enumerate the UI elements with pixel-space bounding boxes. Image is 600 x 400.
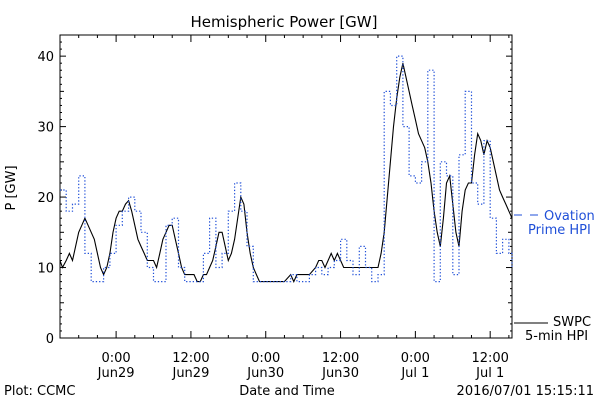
x-tick-label-time: 0:00: [102, 351, 131, 366]
x-axis-label: Date and Time: [239, 384, 335, 399]
legend-ovation-label-line2: Prime HPI: [528, 223, 591, 238]
x-tick-label-date: Jun29: [97, 366, 135, 381]
chart-title: Hemispheric Power [GW]: [191, 13, 378, 31]
x-tick-label-date: Jun30: [321, 366, 359, 381]
y-axis-label: P [GW]: [4, 165, 19, 210]
x-tick-label-time: 12:00: [172, 351, 209, 366]
footer-plot-credit: Plot: CCMC: [4, 384, 75, 399]
y-tick-label-40: 40: [37, 50, 54, 65]
series-layer: [59, 55, 513, 283]
legend: Ovation Prime HPI SWPC 5-min HPI: [514, 209, 595, 344]
footer-timestamp: 2016/07/01 15:15:11: [457, 384, 594, 399]
plot-area-frame: [59, 34, 513, 339]
x-tick-label-date: Jun30: [246, 366, 284, 381]
y-tick-label-0: 0: [46, 332, 54, 347]
series-line-swpc: [59, 63, 513, 283]
legend-swpc-label-line1: SWPC: [553, 315, 591, 330]
x-tick-label-time: 12:00: [322, 351, 359, 366]
legend-ovation: Ovation Prime HPI: [514, 209, 595, 238]
x-tick-label-time: 0:00: [401, 351, 430, 366]
x-tick-label-date: Jul 1: [475, 366, 504, 381]
y-tick-label-20: 20: [37, 191, 54, 206]
x-tick-label-time: 12:00: [471, 351, 508, 366]
x-axis: 0:00Jun2912:00Jun290:00Jun3012:00Jun300:…: [59, 35, 510, 381]
y-tick-label-10: 10: [37, 262, 54, 277]
x-tick-label-date: Jun29: [171, 366, 209, 381]
series-ovation-prime-hpi: [60, 55, 513, 283]
series-swpc-hpi: [59, 63, 513, 283]
x-tick-label-date: Jul 1: [400, 366, 429, 381]
series-line-ovation: [60, 55, 513, 283]
y-axis: 0 10 20 30 40: [37, 41, 512, 347]
legend-swpc-label-line2: 5-min HPI: [525, 329, 588, 344]
legend-swpc: SWPC 5-min HPI: [514, 315, 591, 344]
x-tick-label-time: 0:00: [251, 351, 280, 366]
y-tick-label-30: 30: [37, 121, 54, 136]
legend-ovation-label-line1: Ovation: [544, 209, 595, 224]
